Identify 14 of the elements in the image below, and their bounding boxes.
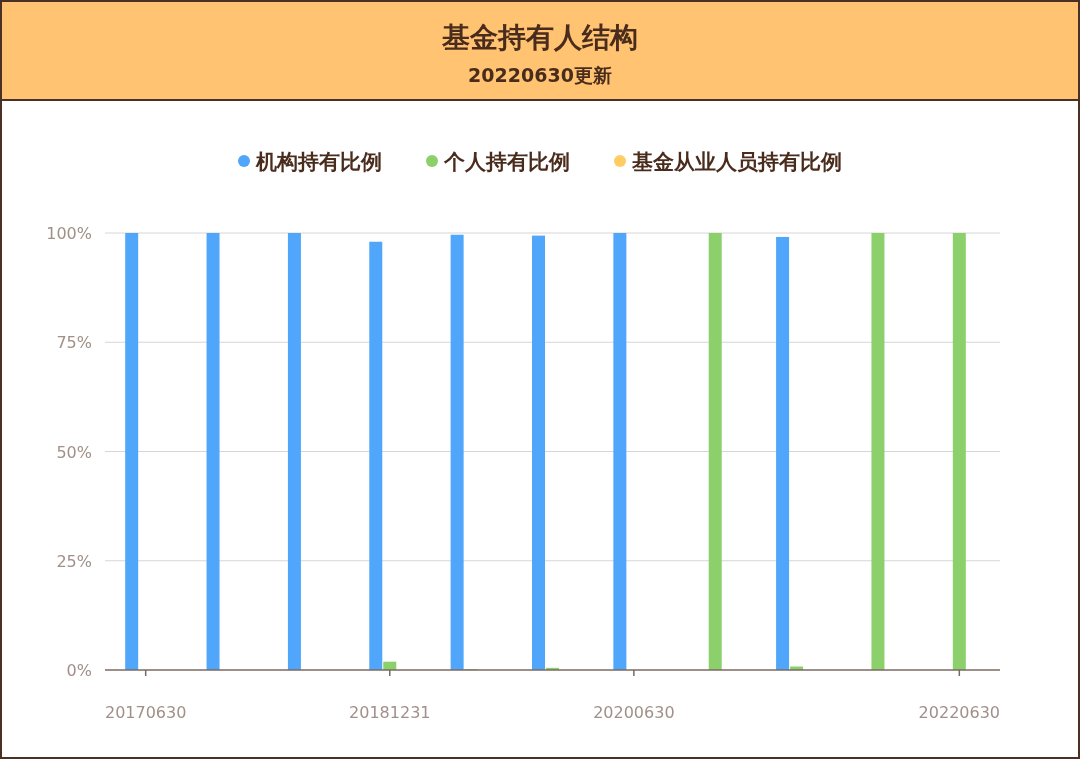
xtick-label: 20181231 bbox=[349, 703, 431, 722]
ytick-label: 25% bbox=[56, 551, 92, 571]
legend-label: 基金从业人员持有比例 bbox=[632, 150, 842, 174]
xtick-label: 20200630 bbox=[593, 703, 675, 722]
legend-label: 个人持有比例 bbox=[444, 150, 570, 174]
ytick-label: 0% bbox=[66, 661, 92, 680]
title: 基金持有人结构 bbox=[442, 21, 638, 54]
ytick-label: 50% bbox=[56, 442, 92, 462]
ytick-label: 75% bbox=[56, 333, 92, 353]
subtitle: 20220630更新 bbox=[468, 64, 612, 86]
legend-label: 机构持有比例 bbox=[256, 150, 382, 174]
xtick-label: 20220630 bbox=[918, 703, 1001, 722]
ytick-label: 100% bbox=[46, 224, 92, 243]
xtick-label: 20170630 bbox=[104, 703, 187, 722]
